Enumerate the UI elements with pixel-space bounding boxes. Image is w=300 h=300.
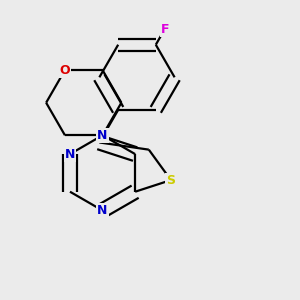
Text: F: F (160, 22, 169, 36)
Text: N: N (98, 129, 108, 142)
Text: O: O (60, 64, 70, 76)
Text: N: N (65, 148, 75, 160)
Text: N: N (98, 204, 108, 217)
Text: S: S (167, 174, 176, 187)
